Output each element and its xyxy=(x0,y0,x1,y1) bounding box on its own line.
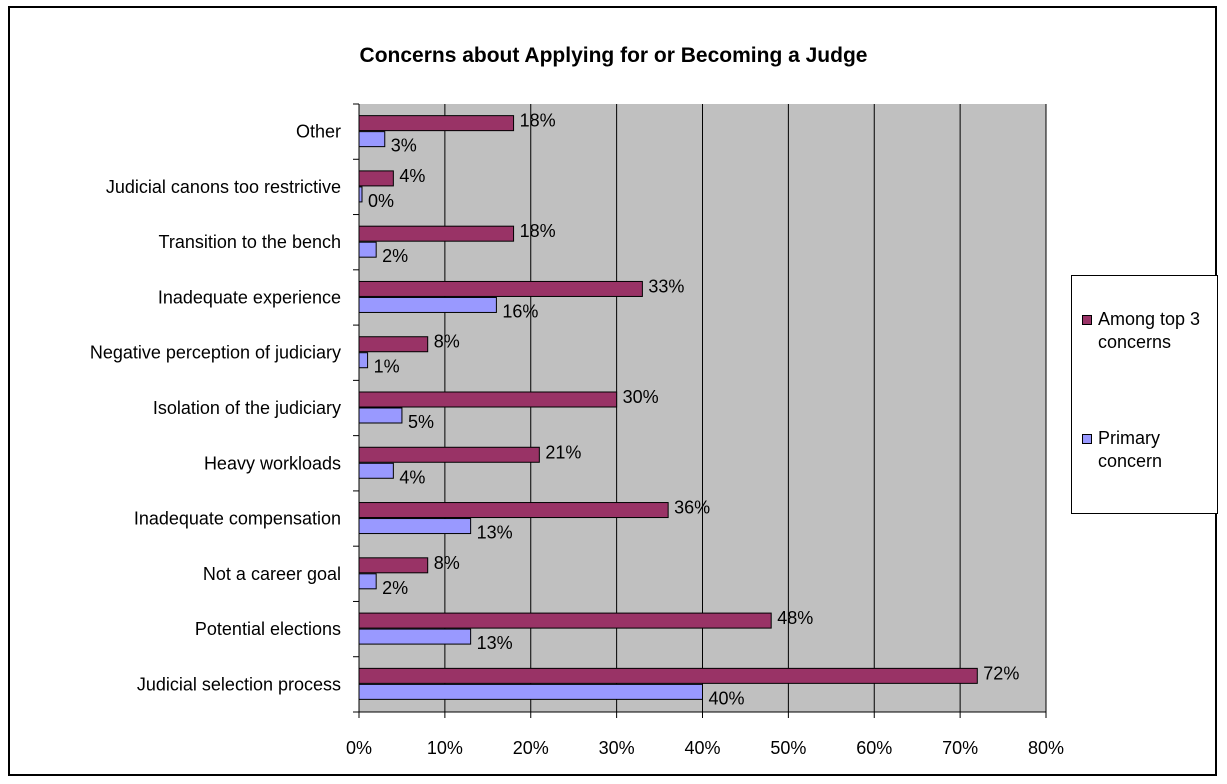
data-label-top3: 8% xyxy=(434,553,460,573)
data-label-primary: 13% xyxy=(477,633,513,653)
data-label-top3: 8% xyxy=(434,332,460,352)
data-label-top3: 30% xyxy=(623,387,659,407)
bar-primary xyxy=(358,628,472,645)
bar-top3 xyxy=(358,612,772,629)
data-label-top3: 21% xyxy=(545,442,581,462)
bar-primary xyxy=(358,573,377,590)
x-tick-label: 30% xyxy=(599,738,635,758)
category-label: Not a career goal xyxy=(203,564,341,584)
category-label: Inadequate compensation xyxy=(134,509,341,529)
x-tick-label: 50% xyxy=(770,738,806,758)
data-label-primary: 16% xyxy=(502,301,538,321)
chart-title: Concerns about Applying for or Becoming … xyxy=(359,44,868,67)
category-label: Judicial selection process xyxy=(137,674,341,694)
bar-primary xyxy=(358,296,497,313)
x-tick-label: 80% xyxy=(1028,738,1064,758)
bar-top3 xyxy=(358,502,669,519)
bar-top3 xyxy=(358,115,515,132)
data-label-primary: 13% xyxy=(477,523,513,543)
data-label-top3: 48% xyxy=(777,608,813,628)
bar-primary xyxy=(358,352,369,369)
data-label-primary: 3% xyxy=(391,136,417,156)
bar-primary xyxy=(358,241,377,258)
x-tick-label: 60% xyxy=(856,738,892,758)
category-label: Transition to the bench xyxy=(159,232,341,252)
data-label-primary: 2% xyxy=(382,246,408,266)
data-label-primary: 5% xyxy=(408,412,434,432)
bar-top3 xyxy=(358,225,515,242)
data-label-top3: 33% xyxy=(648,276,684,296)
category-label: Inadequate experience xyxy=(158,287,341,307)
bar-top3 xyxy=(358,170,394,187)
data-label-top3: 18% xyxy=(520,221,556,241)
legend-swatch-primary xyxy=(1082,434,1092,444)
bar-primary xyxy=(358,683,703,700)
data-label-primary: 1% xyxy=(374,357,400,377)
data-label-top3: 4% xyxy=(399,166,425,186)
category-label: Heavy workloads xyxy=(204,453,341,473)
x-tick-label: 0% xyxy=(346,738,372,758)
bar-primary xyxy=(358,407,403,424)
category-label: Potential elections xyxy=(195,619,341,639)
data-label-primary: 2% xyxy=(382,578,408,598)
x-tick-label: 70% xyxy=(942,738,978,758)
bar-top3 xyxy=(358,667,978,684)
legend-swatch-top3 xyxy=(1082,315,1092,325)
data-label-primary: 0% xyxy=(368,191,394,211)
bar-primary xyxy=(358,131,386,148)
category-label: Other xyxy=(296,122,341,142)
data-label-primary: 4% xyxy=(399,467,425,487)
legend-label-top3: Among top 3 concerns xyxy=(1098,309,1201,352)
bar-top3 xyxy=(358,336,429,353)
x-tick-label: 10% xyxy=(427,738,463,758)
bar-top3 xyxy=(358,446,540,463)
legend-label-primary: Primary concern xyxy=(1098,428,1163,471)
bar-top3 xyxy=(358,557,429,574)
bar-primary xyxy=(358,462,394,479)
data-label-primary: 40% xyxy=(709,688,745,708)
category-label: Judicial canons too restrictive xyxy=(106,177,341,197)
bar-top3 xyxy=(358,391,618,408)
category-label: Negative perception of judiciary xyxy=(90,343,341,363)
legend: Among top 3 concerns Primary concern xyxy=(1071,275,1218,514)
category-label: Isolation of the judiciary xyxy=(153,398,341,418)
data-label-top3: 72% xyxy=(983,663,1019,683)
bar-primary xyxy=(358,186,363,203)
x-tick-label: 40% xyxy=(684,738,720,758)
data-label-top3: 18% xyxy=(520,111,556,131)
bar-primary xyxy=(358,518,472,535)
x-tick-label: 20% xyxy=(513,738,549,758)
data-label-top3: 36% xyxy=(674,498,710,518)
bar-top3 xyxy=(358,280,643,297)
